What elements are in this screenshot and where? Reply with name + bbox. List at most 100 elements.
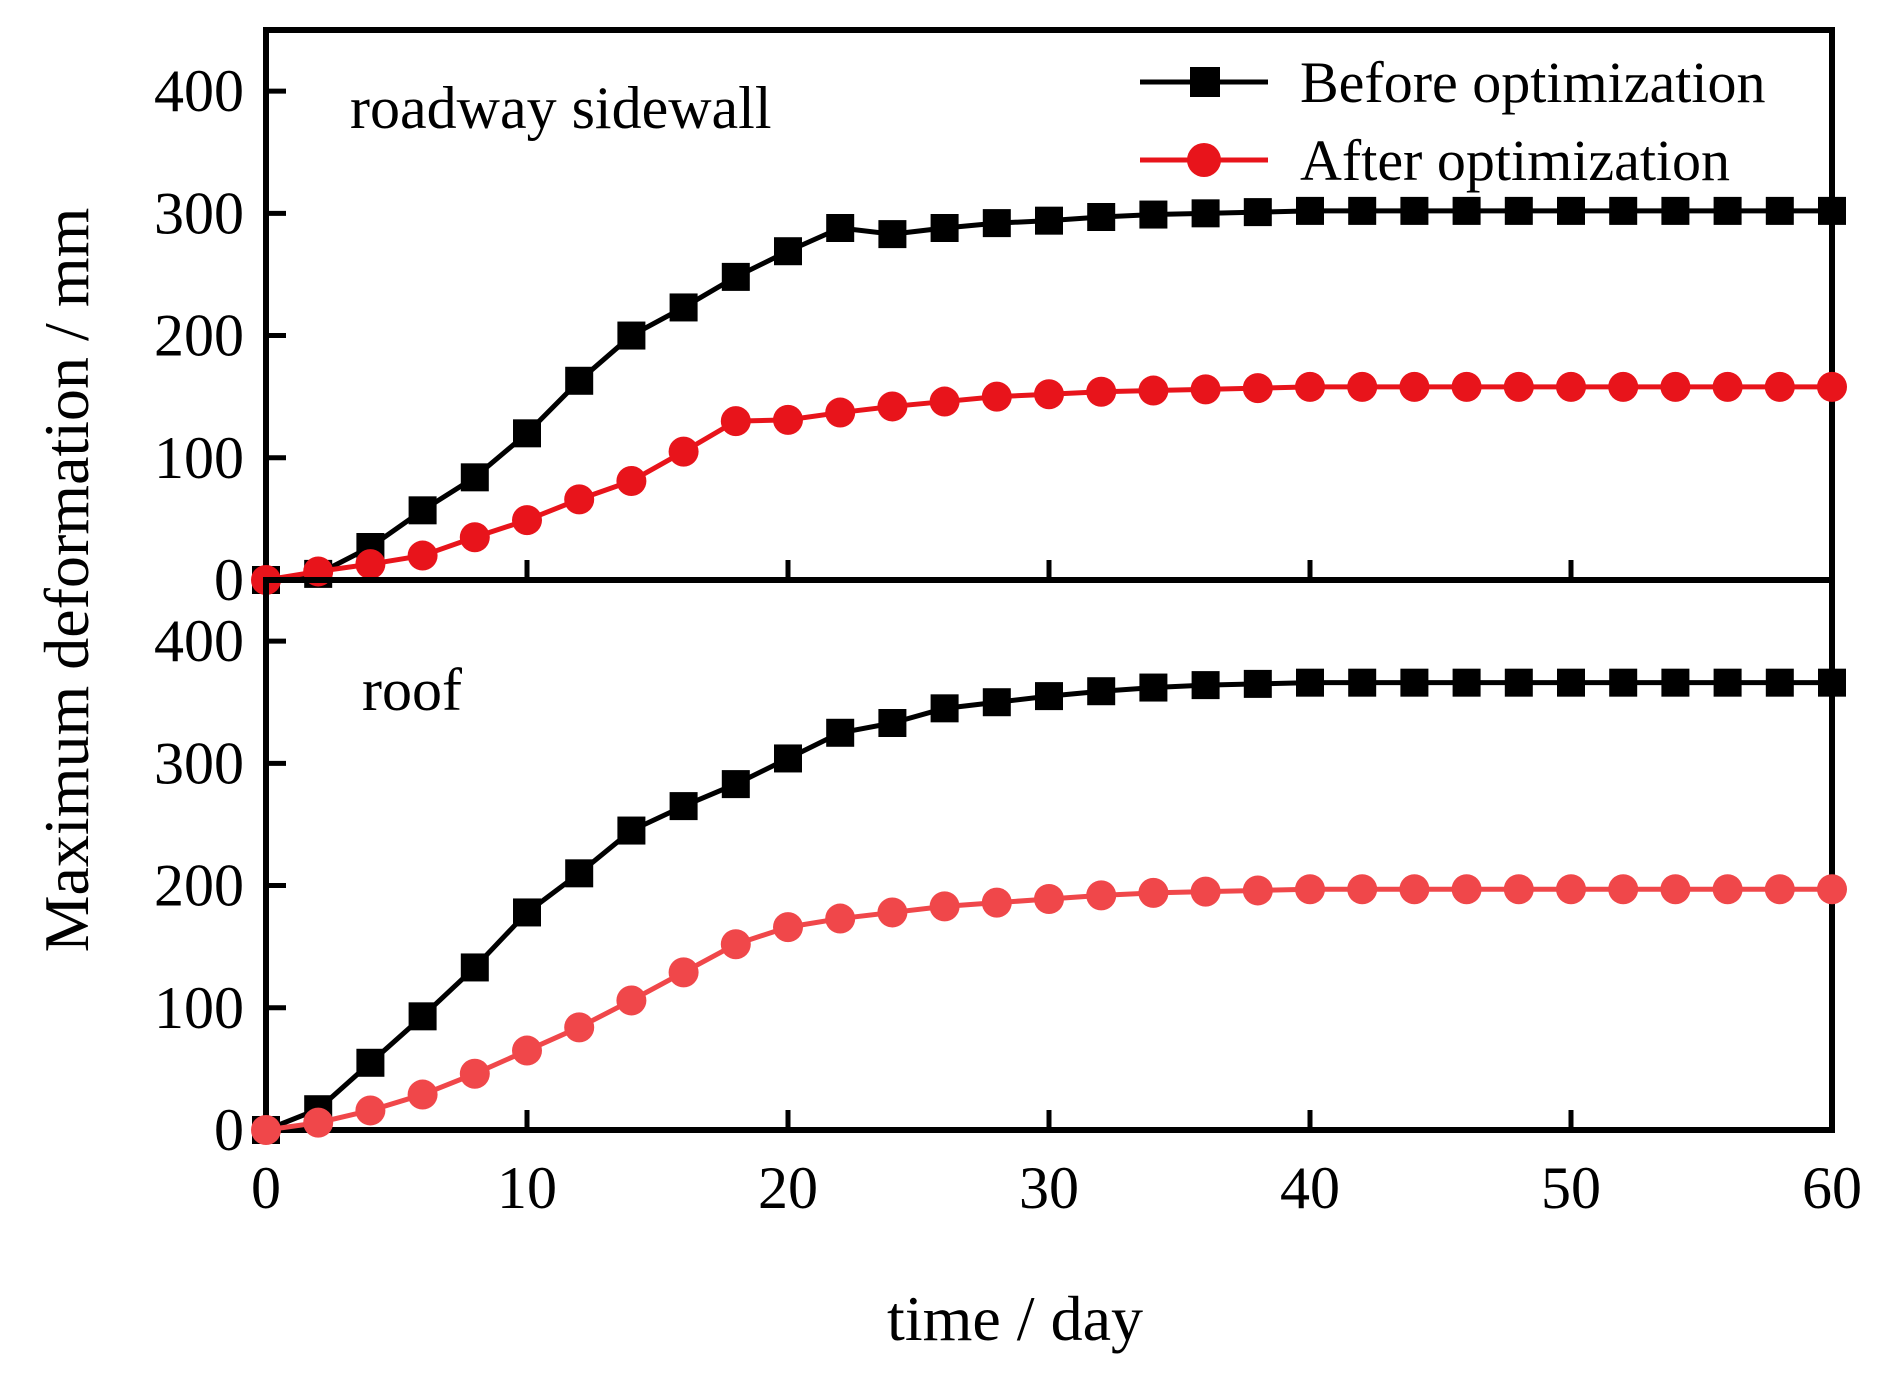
sidewall-before-point [1139,200,1168,229]
roof-before-point [408,1002,437,1031]
roof-after-point [251,1115,281,1145]
roof-before-point [1035,682,1063,711]
sidewall-after-point [1190,374,1221,405]
sidewall-after-point [459,522,490,553]
sidewall-after-point [1503,371,1534,402]
sidewall-after-point [1556,371,1586,402]
roof-after-point [1138,877,1169,908]
roof-panel-label: roof [362,657,462,723]
sidewall-after-point [1817,371,1847,402]
x-tick-label: 20 [758,1155,818,1221]
roof-after-point [1608,874,1639,905]
roof-after-point [981,887,1012,918]
roof-after-point [668,957,699,988]
roof-after-point [1242,875,1273,906]
sidewall-before-point [982,209,1011,238]
sidewall-before-point [1191,199,1220,228]
roof-after-point [1347,874,1378,905]
x-tick-label: 10 [497,1155,557,1221]
roof-after-point [564,1012,595,1043]
sidewall-after-point [564,484,595,515]
roof-before-point [1765,668,1794,697]
sidewall-panel-label: roadway sidewall [350,75,772,141]
sidewall-before-point [878,220,907,249]
sidewall-after-point [1242,373,1273,404]
roof-after-point [1764,874,1795,905]
sidewall-y-tick-label: 300 [154,180,244,246]
roof-before-point [1557,668,1585,697]
sidewall-series-line-after [265,384,1832,583]
roof-before-point [826,718,855,747]
sidewall-before-point [408,496,437,525]
roof-after-point [1086,880,1117,911]
sidewall-before-point [1609,196,1638,225]
roof-after-point [1712,874,1743,905]
sidewall-before-point [1243,198,1272,227]
roof-after-point [407,1079,438,1110]
sidewall-before-point [617,321,646,350]
roof-before-point [1296,668,1324,697]
x-axis-title: time / day [887,1283,1143,1354]
sidewall-after-point [1138,375,1169,406]
roof-after-point [355,1095,386,1126]
x-tick-label: 60 [1802,1155,1862,1221]
roof-after-point [720,929,751,960]
sidewall-before-point [930,214,959,242]
roof-series-line-after [265,886,1832,1133]
roof-before-point [356,1048,385,1077]
roof-before-point [460,953,489,982]
legend-label-before: Before optimization [1300,50,1765,115]
roof-before-point [1661,668,1690,697]
sidewall-after-point [720,406,751,437]
sidewall-after-point [616,466,647,496]
roof-before-point [721,770,750,799]
roof-after-point [1817,874,1847,905]
roof-after-point [1190,876,1221,907]
legend-label-after: After optimization [1300,128,1730,193]
sidewall-after-point [825,397,856,428]
roof-before-point [1087,677,1116,706]
roof-after-point [877,897,908,928]
sidewall-before-point [565,366,594,395]
roof-after-point [929,891,960,922]
roof-before-point [930,694,959,723]
roof-after-point [616,985,647,1016]
sidewall-after-point [1608,371,1639,402]
roof-before-point [1504,668,1533,697]
legend-marker-before [1190,67,1220,97]
roof-after-point [1399,874,1430,905]
sidewall-after-point [1764,371,1795,402]
sidewall-before-point [1400,196,1429,225]
roof-before-point [513,898,541,927]
sidewall-after-point [773,404,803,435]
sidewall-before-point [721,262,750,291]
roof-before-point [774,744,802,773]
sidewall-y-tick-label: 100 [154,425,244,491]
roof-after-point [1660,874,1691,905]
roof-after-point [512,1035,542,1066]
sidewall-before-point [1296,196,1324,225]
sidewall-after-point [981,381,1012,412]
sidewall-after-point [1660,371,1691,402]
sidewall-after-point [1712,371,1743,402]
x-tick-label: 30 [1019,1155,1079,1221]
sidewall-after-point [668,436,699,467]
sidewall-before-point [1661,196,1690,225]
roof-before-point [617,816,646,845]
sidewall-after-point [929,386,960,417]
x-tick-label: 40 [1280,1155,1340,1221]
roof-before-point [1400,668,1429,697]
sidewall-before-point [669,293,698,322]
x-tick-label: 50 [1541,1155,1601,1221]
roof-before-point [1452,668,1481,697]
roof-y-tick-label: 200 [154,853,244,919]
sidewall-before-point [1452,196,1481,225]
roof-plot-frame [263,577,1835,1133]
roof-y-tick-label: 0 [214,1097,244,1163]
x-tick-label: 0 [251,1155,281,1221]
roof-before-point [1243,669,1272,698]
roof-before-point [1191,671,1220,700]
sidewall-after-point [1399,371,1430,402]
roof-after-point [773,912,803,943]
sidewall-y-tick-label: 0 [214,547,244,613]
